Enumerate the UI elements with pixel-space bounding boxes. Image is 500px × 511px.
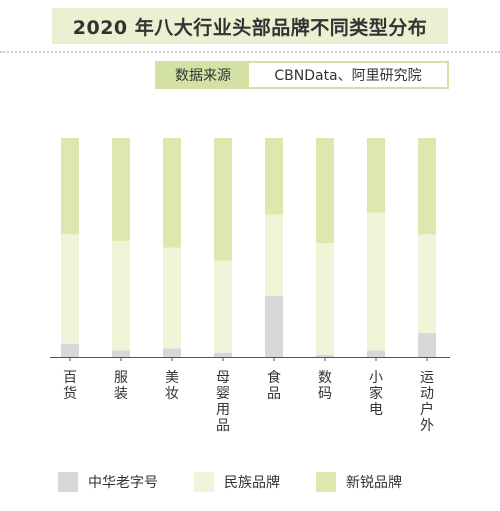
x-tick-label-1: 服装	[114, 370, 128, 402]
bar-segment-2-7	[418, 138, 436, 235]
x-tick-label-5: 数码	[318, 370, 332, 402]
bar-segment-0-7	[418, 332, 436, 357]
bar-segment-2-1	[112, 138, 130, 241]
bar-segment-2-6	[367, 138, 385, 213]
bar-segment-0-6	[367, 350, 385, 357]
bar-segment-1-5	[316, 243, 334, 355]
data-source-label: 数据来源	[157, 63, 249, 87]
bar-segment-1-2	[163, 247, 181, 349]
x-tick-label-3: 母婴用品	[216, 370, 230, 434]
bar-segment-0-0	[61, 343, 79, 357]
legend-label-laozihao: 中华老字号	[88, 475, 158, 491]
x-tick-label-0: 百货	[63, 370, 77, 402]
bar-segment-0-4	[265, 295, 283, 357]
legend-item-xinrui: 新锐品牌	[316, 472, 402, 492]
bar-segment-0-2	[163, 348, 181, 357]
data-source-value: CBNData、阿里研究院	[274, 68, 422, 84]
bar-segment-2-2	[163, 138, 181, 248]
x-tick-label-7: 运动户外	[420, 370, 434, 434]
chart-title: 2020 年八大行业头部品牌不同类型分布	[52, 8, 448, 44]
legend-swatch-minzu	[194, 472, 214, 492]
bar-segment-0-3	[214, 352, 232, 357]
legend: 中华老字号 民族品牌 新锐品牌	[58, 470, 458, 494]
legend-label-xinrui: 新锐品牌	[346, 475, 402, 491]
legend-swatch-laozihao	[58, 472, 78, 492]
bar-segment-2-4	[265, 138, 283, 215]
x-tick-label-6: 小家电	[369, 370, 383, 418]
bar-segment-1-1	[112, 240, 130, 351]
data-source-box: 数据来源 CBNData、阿里研究院	[155, 61, 449, 89]
bar-segment-1-3	[214, 260, 232, 353]
bar-segment-2-3	[214, 138, 232, 261]
stacked-bar-chart: 百货 服装 美妆 母婴用品 食品 数码 小家电 运动户外	[50, 138, 450, 434]
bar-segment-1-0	[61, 234, 79, 344]
bar-segment-1-6	[367, 212, 385, 351]
bar-segment-2-5	[316, 138, 334, 244]
legend-swatch-xinrui	[316, 472, 336, 492]
x-tick-label-2: 美妆	[165, 370, 179, 402]
bar-segment-0-5	[316, 354, 334, 357]
legend-item-laozihao: 中华老字号	[58, 472, 158, 492]
legend-item-minzu: 民族品牌	[194, 472, 280, 492]
bar-segment-0-1	[112, 350, 130, 357]
legend-label-minzu: 民族品牌	[224, 475, 280, 491]
dotted-divider	[0, 51, 500, 53]
bar-segment-1-7	[418, 234, 436, 333]
x-tick-label-4: 食品	[267, 369, 281, 402]
bar-segment-1-4	[265, 214, 283, 296]
bar-segment-2-0	[61, 138, 79, 235]
